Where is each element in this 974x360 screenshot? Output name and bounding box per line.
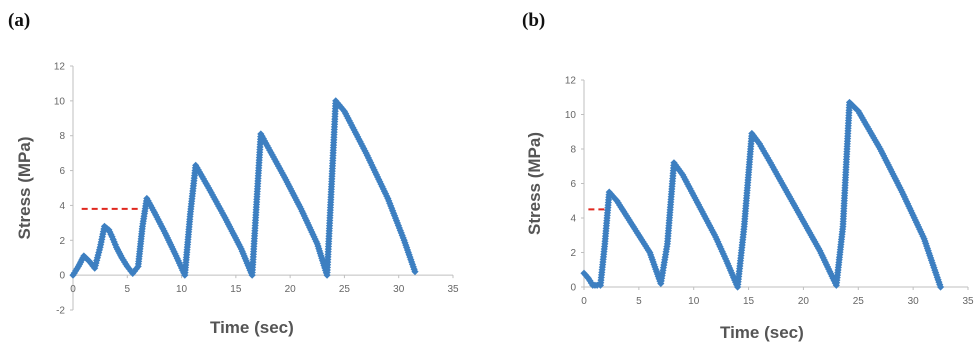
x-tick-label: 5	[636, 296, 642, 307]
panel-label-b: (b)	[522, 10, 546, 31]
data-point	[936, 283, 945, 291]
y-tick-label: 8	[570, 145, 576, 156]
x-tick-label: 30	[908, 296, 920, 307]
data-point	[130, 267, 139, 275]
y-tick-label: -2	[56, 306, 65, 317]
y-tick-label: 12	[565, 76, 577, 87]
x-tick-label: 20	[285, 284, 297, 295]
y-axis-title: Stress (MPa)	[525, 132, 544, 235]
data-point	[123, 262, 131, 271]
y-tick-label: 4	[570, 214, 576, 225]
x-tick-label: 35	[447, 284, 459, 295]
y-tick-label: 0	[59, 271, 65, 282]
data-point	[758, 144, 766, 153]
y-tick-label: 6	[570, 179, 576, 190]
data-point	[587, 279, 595, 287]
data-point	[110, 238, 118, 246]
y-tick-label: 0	[570, 283, 576, 294]
data-point	[611, 194, 619, 203]
x-tick-label: 30	[393, 284, 405, 295]
data-point	[129, 269, 137, 277]
x-tick-label: 35	[962, 296, 974, 307]
data-point	[335, 101, 343, 109]
x-tick-label: 15	[743, 296, 755, 307]
data-point	[761, 149, 769, 157]
x-axis-title: Time (sec)	[720, 323, 804, 342]
data-point	[754, 138, 762, 146]
y-tick-label: 2	[570, 248, 576, 259]
x-tick-label: 0	[70, 284, 76, 295]
y-tick-label: 4	[59, 201, 65, 212]
y-tick-label: 6	[59, 166, 65, 177]
data-point	[586, 277, 594, 285]
x-tick-label: 10	[688, 296, 700, 307]
x-tick-label: 10	[176, 284, 188, 295]
y-tick-label: 8	[59, 131, 65, 142]
x-tick-label: 25	[853, 296, 865, 307]
y-tick-label: 2	[59, 236, 65, 247]
chart-panel-a: -2 0 2 4 6 8 10 12 0 5 10 15 20 25 30 35 Time (sec) Stres…	[15, 62, 459, 338]
data-point	[755, 140, 764, 148]
x-tick-label: 0	[581, 296, 587, 307]
chart-panel-b: 0 2 4 6 8 10 12 0 5 10 15 20 25 30 35 Time (sec) Stress …	[525, 76, 974, 343]
data-point	[411, 268, 419, 276]
series-0	[580, 98, 945, 291]
y-tick-label: 10	[565, 110, 577, 121]
data-point	[584, 274, 592, 282]
y-axis-title: Stress (MPa)	[15, 137, 34, 240]
x-tick-label: 20	[798, 296, 810, 307]
x-tick-label: 15	[230, 284, 242, 295]
y-tick-label: 10	[54, 96, 66, 107]
series-0	[69, 97, 419, 279]
x-axis-title: Time (sec)	[210, 318, 294, 337]
y-tick-label: 12	[54, 62, 66, 73]
x-tick-label: 5	[125, 284, 131, 295]
x-tick-label: 25	[339, 284, 351, 295]
data-point	[339, 105, 347, 113]
panel-label-a: (a)	[8, 10, 31, 31]
